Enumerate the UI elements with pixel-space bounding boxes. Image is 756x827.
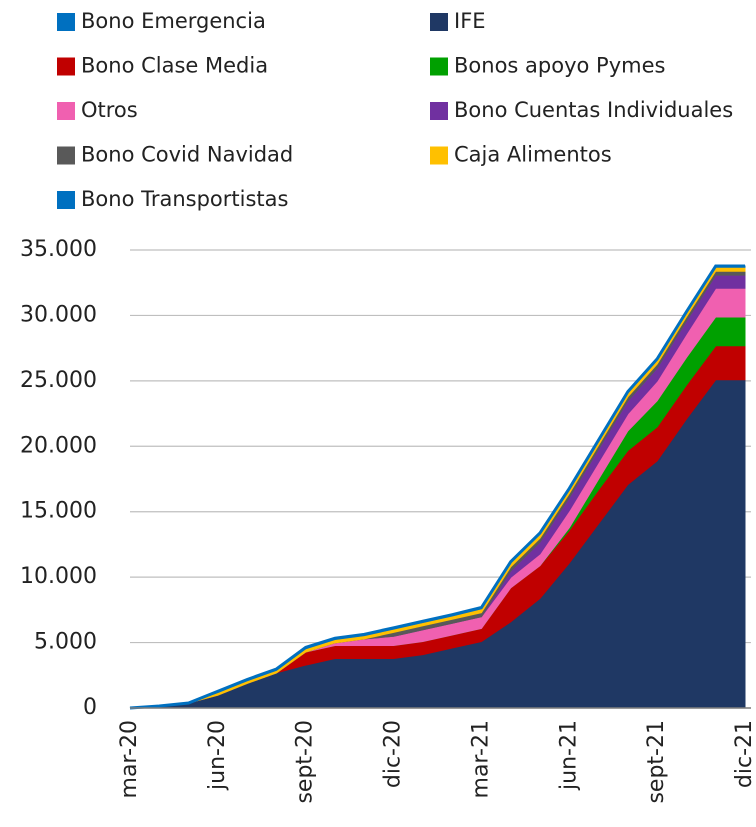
x-tick-label: mar-20 — [117, 720, 142, 798]
legend-swatch — [430, 102, 448, 120]
x-tick-label: dic-20 — [381, 720, 406, 788]
y-tick-label: 15.000 — [20, 499, 97, 524]
legend-item: IFE — [430, 9, 486, 33]
legend-item: Bono Covid Navidad — [57, 143, 293, 167]
x-tick-label: jun-20 — [205, 720, 230, 791]
x-tick-label: dic-21 — [732, 720, 756, 788]
y-tick-label: 30.000 — [20, 302, 97, 327]
legend-swatch — [430, 146, 448, 165]
x-tick-label: sept-21 — [644, 720, 669, 804]
legend-item: Bono Transportistas — [57, 187, 288, 211]
x-tick-label: mar-21 — [468, 720, 493, 798]
legend-swatch — [430, 13, 448, 31]
legend-label: Otros — [81, 98, 138, 122]
legend-label: Bono Emergencia — [81, 9, 266, 33]
y-tick-label: 35.000 — [20, 237, 97, 262]
legend-item: Otros — [57, 98, 138, 122]
y-tick-label: 10.000 — [20, 564, 97, 589]
y-tick-label: 20.000 — [20, 433, 97, 458]
legend-label: Bono Covid Navidad — [81, 143, 293, 167]
legend-item: Bono Emergencia — [57, 9, 266, 33]
legend-swatch — [57, 102, 75, 120]
legend-label: Bono Clase Media — [81, 54, 268, 78]
x-tick-label: jun-21 — [556, 720, 581, 791]
y-tick-label: 0 — [83, 695, 97, 720]
legend-label: Bono Cuentas Individuales — [454, 98, 733, 122]
legend-swatch — [57, 57, 75, 76]
y-tick-label: 25.000 — [20, 368, 97, 393]
legend-label: IFE — [454, 9, 486, 33]
legend-item: Caja Alimentos — [430, 143, 612, 167]
legend-label: Bono Transportistas — [81, 187, 288, 211]
legend-swatch — [57, 191, 75, 209]
legend-item: Bono Clase Media — [57, 54, 268, 78]
area-top-line — [129, 264, 745, 710]
y-tick-label: 5.000 — [34, 630, 97, 655]
legend-item: Bonos apoyo Pymes — [430, 54, 665, 78]
legend-swatch — [430, 57, 448, 76]
legend-swatch — [57, 146, 75, 165]
legend-item: Bono Cuentas Individuales — [430, 98, 733, 122]
legend-swatch — [57, 13, 75, 31]
x-tick-label: sept-20 — [293, 720, 318, 804]
legend-label: Caja Alimentos — [454, 143, 612, 167]
legend-label: Bonos apoyo Pymes — [454, 54, 665, 78]
